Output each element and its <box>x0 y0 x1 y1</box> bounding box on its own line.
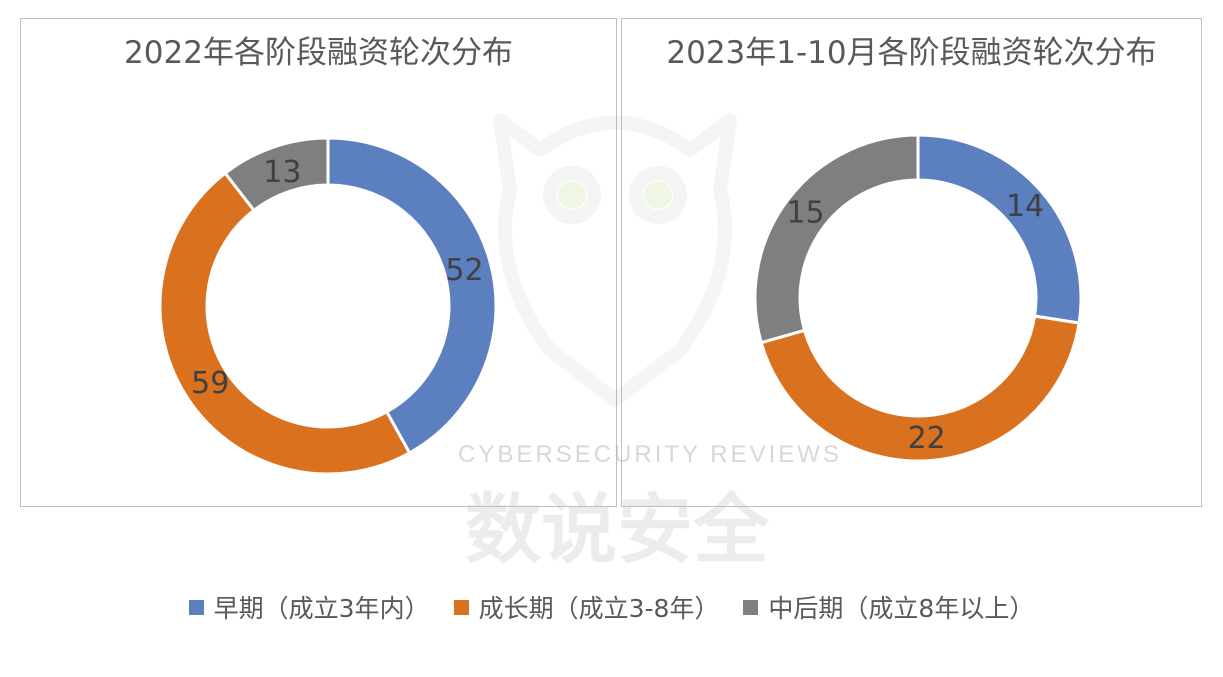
data-label-growth: 22 <box>908 421 946 456</box>
legend-label-late: 中后期（成立8年以上） <box>768 594 1035 623</box>
data-label-late: 13 <box>263 155 301 190</box>
legend-swatch-early <box>188 599 204 615</box>
data-label-late: 15 <box>786 196 824 231</box>
data-label-growth: 59 <box>191 366 229 401</box>
legend-item-late: 中后期（成立8年以上） <box>743 589 1034 625</box>
donut-chart-2023: 14 22 15 <box>753 133 1083 463</box>
donut-segment-late <box>753 133 920 345</box>
legend-label-growth: 成长期（成立3-8年） <box>478 594 720 623</box>
chart-legend: 早期（成立3年内） 成长期（成立3-8年） 中后期（成立8年以上） <box>0 589 1223 625</box>
donut-segment-early <box>916 133 1083 325</box>
legend-item-early: 早期（成立3年内） <box>188 589 430 625</box>
data-label-early: 14 <box>1006 189 1044 224</box>
donut-segment-late <box>223 136 330 213</box>
legend-label-early: 早期（成立3年内） <box>213 594 430 623</box>
chart-title-2022: 2022年各阶段融资轮次分布 <box>124 35 513 71</box>
legend-swatch-late <box>743 599 759 615</box>
data-label-early: 52 <box>445 253 483 288</box>
legend-item-growth: 成长期（成立3-8年） <box>453 589 720 625</box>
chart-panel-2023: 2023年1-10月各阶段融资轮次分布 14 22 15 <box>621 18 1202 507</box>
donut-segment-growth <box>759 314 1081 463</box>
donut-segment-growth <box>158 171 412 476</box>
donut-segment-early <box>326 136 498 455</box>
legend-swatch-growth <box>453 599 469 615</box>
chart-title-2023: 2023年1-10月各阶段融资轮次分布 <box>666 35 1157 71</box>
chart-panel-2022: 2022年各阶段融资轮次分布 52 59 13 <box>20 18 617 507</box>
donut-chart-2022: 52 59 13 <box>158 136 498 476</box>
